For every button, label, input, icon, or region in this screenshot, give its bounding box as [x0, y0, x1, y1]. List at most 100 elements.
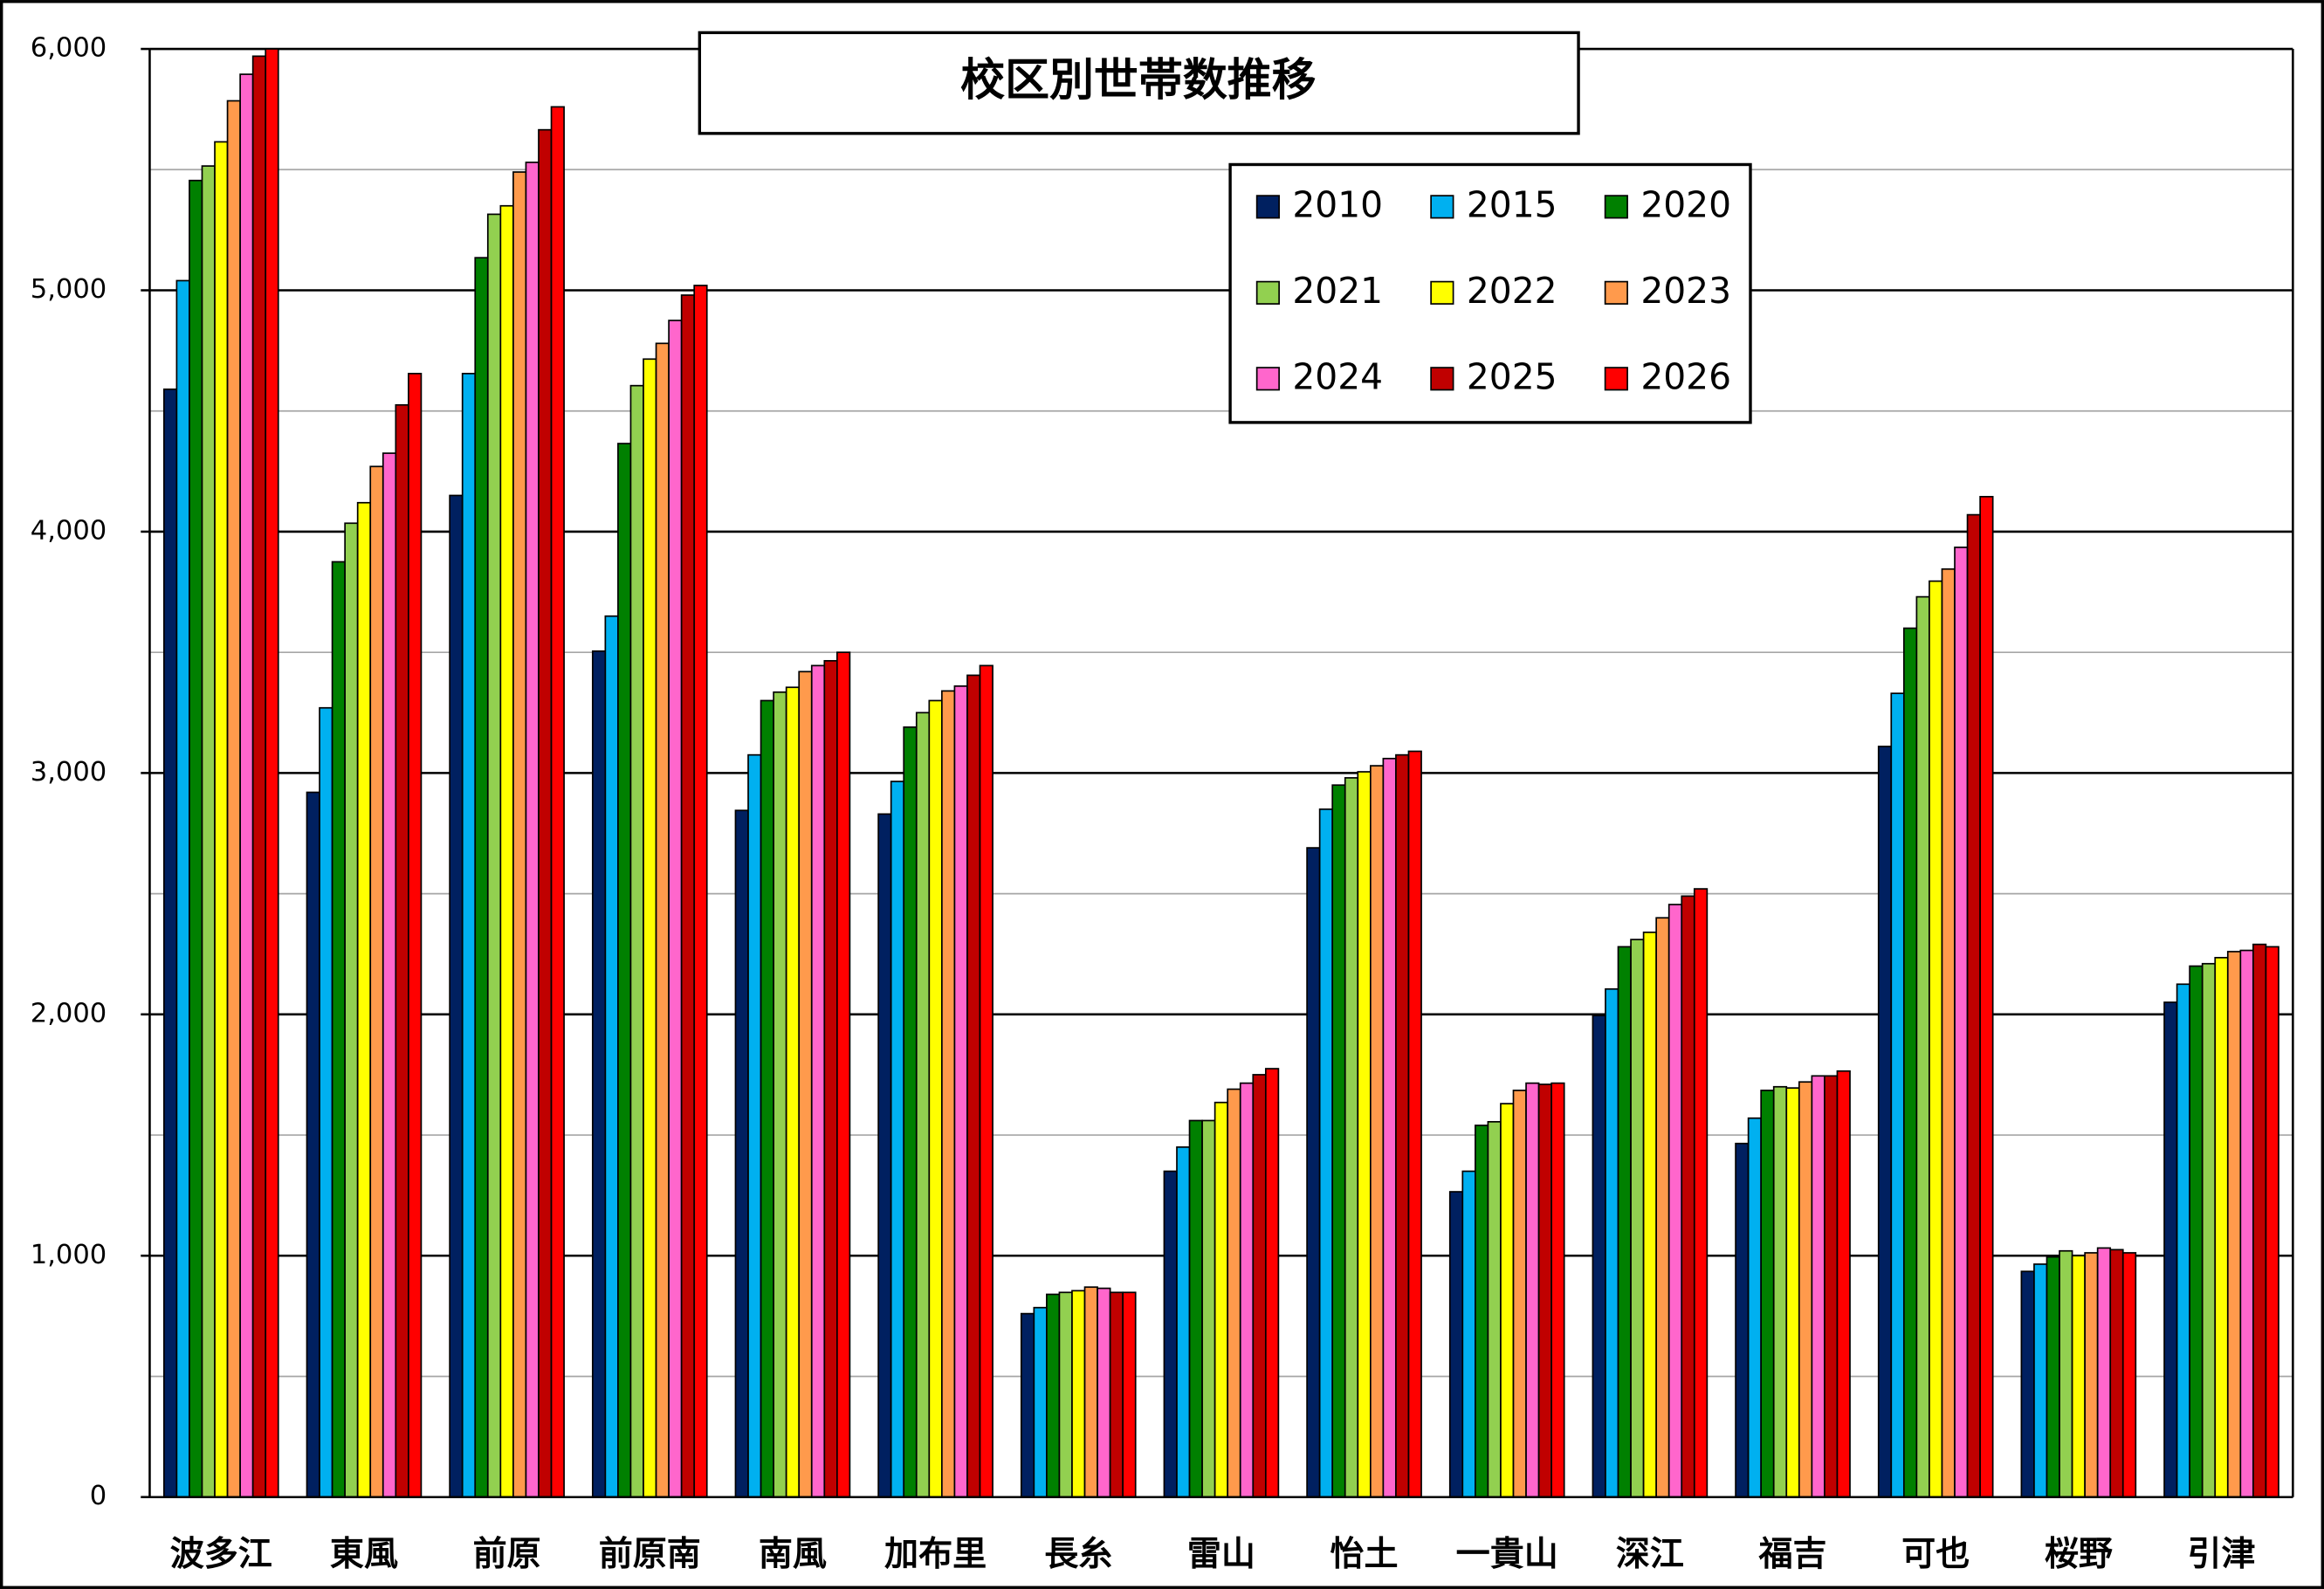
bar: [785, 686, 801, 1498]
bar: [773, 691, 787, 1498]
bar: [1966, 513, 1981, 1498]
y-tick-label: 5,000: [31, 274, 107, 305]
bar: [734, 809, 749, 1498]
bar: [538, 128, 553, 1498]
legend-swatch: [1430, 367, 1454, 391]
bar: [1214, 1101, 1229, 1498]
bar: [306, 791, 320, 1498]
bar: [2265, 946, 2279, 1498]
bar: [1655, 917, 1670, 1498]
x-tick-label: 長糸: [1044, 1535, 1112, 1574]
bar: [835, 651, 851, 1498]
legend-swatch: [1255, 367, 1280, 391]
bar: [2071, 1255, 2086, 1498]
legend-swatch: [1604, 367, 1628, 391]
bar: [1475, 1125, 1489, 1498]
x-tick-label: 加布里: [884, 1535, 987, 1574]
bar: [2163, 1001, 2178, 1498]
bar: [1369, 765, 1385, 1498]
bar: [1046, 1293, 1061, 1498]
bar: [1836, 1070, 1851, 1498]
bar: [915, 712, 931, 1498]
bar: [823, 659, 838, 1498]
bar: [1201, 1119, 1216, 1498]
bar: [810, 664, 826, 1498]
bar: [1630, 939, 1645, 1498]
legend-label: 2020: [1640, 184, 1731, 226]
bar: [486, 213, 502, 1498]
bar: [408, 373, 423, 1498]
bar: [214, 141, 229, 1498]
bar: [1071, 1290, 1086, 1498]
bar: [461, 373, 477, 1498]
bar: [1395, 753, 1410, 1498]
bar: [1735, 1142, 1750, 1498]
bar: [1929, 580, 1943, 1498]
bar: [604, 615, 619, 1498]
bar: [1824, 1075, 1839, 1498]
x-tick-label: 可也: [1901, 1535, 1970, 1574]
legend-label: 2021: [1292, 270, 1383, 312]
bar: [382, 452, 397, 1498]
bar: [395, 403, 409, 1498]
bar: [251, 55, 267, 1498]
bar: [1318, 808, 1334, 1498]
bar: [1344, 777, 1359, 1498]
bar: [1382, 757, 1397, 1498]
x-tick-label: 南風: [759, 1535, 827, 1574]
bar: [1979, 496, 1994, 1498]
y-tick-label: 1,000: [31, 1240, 107, 1270]
bar: [1331, 784, 1346, 1498]
bar: [1487, 1120, 1502, 1498]
legend-label: 2010: [1292, 184, 1383, 226]
bar: [1461, 1170, 1476, 1498]
bar: [591, 650, 607, 1498]
bar: [1642, 931, 1658, 1498]
bar: [1525, 1082, 1540, 1498]
bar: [2252, 943, 2267, 1498]
bar: [890, 781, 905, 1498]
bar: [2239, 949, 2254, 1498]
bar: [525, 162, 540, 1498]
bar: [1306, 847, 1321, 1498]
bar: [331, 561, 346, 1498]
bar: [941, 690, 956, 1498]
bar: [680, 294, 696, 1498]
legend-label: 2015: [1467, 184, 1557, 226]
bar: [2176, 983, 2190, 1498]
legend-label: 2026: [1640, 356, 1731, 398]
x-tick-label: 桜野: [2045, 1535, 2113, 1574]
x-tick-label: 福吉: [1758, 1535, 1827, 1574]
bar: [175, 279, 190, 1498]
y-tick-label: 2,000: [31, 998, 107, 1028]
x-tick-label: 前原: [473, 1535, 541, 1574]
x-tick-label: 深江: [1616, 1535, 1684, 1574]
bar: [1760, 1090, 1775, 1498]
bar: [1954, 547, 1969, 1498]
bar: [1772, 1085, 1788, 1498]
bar: [1407, 750, 1422, 1498]
bar: [356, 501, 372, 1498]
bar: [201, 165, 216, 1498]
plot-area: 0 1,000 2,000 3,000 4,000 5,000 6,000 波多江 東風 前原 前原…: [31, 33, 2294, 1574]
bar: [1500, 1103, 1515, 1498]
bar: [1227, 1088, 1241, 1498]
bar: [1176, 1146, 1191, 1498]
x-tick-label: 怡土: [1330, 1535, 1399, 1574]
bar: [2059, 1249, 2073, 1498]
bar: [1537, 1083, 1552, 1498]
bar: [1785, 1087, 1800, 1498]
legend-swatch: [1430, 195, 1454, 219]
bar: [668, 320, 683, 1498]
bar: [1188, 1119, 1203, 1498]
bar: [966, 674, 981, 1498]
legend-swatch: [1255, 195, 1280, 219]
bar: [798, 671, 813, 1498]
bar: [1109, 1291, 1124, 1498]
bar: [1512, 1090, 1527, 1498]
legend-label: 2024: [1292, 356, 1383, 398]
bar: [2121, 1252, 2137, 1498]
bar: [2033, 1263, 2048, 1498]
y-tick-label: 6,000: [31, 33, 107, 64]
bar: [953, 685, 968, 1498]
